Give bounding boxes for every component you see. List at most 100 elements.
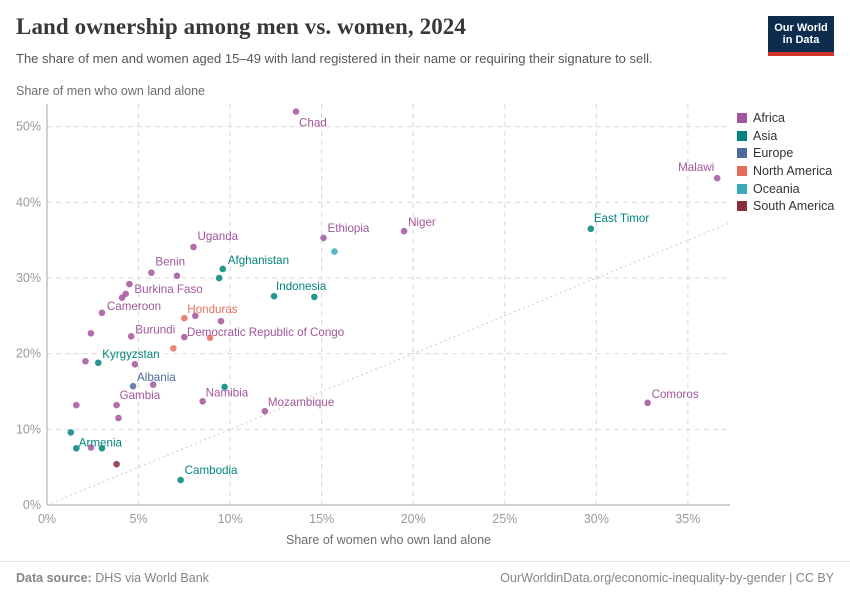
data-point[interactable] bbox=[292, 108, 300, 115]
gridlines bbox=[47, 104, 730, 505]
data-point[interactable] bbox=[94, 359, 102, 367]
legend-label: South America bbox=[753, 199, 835, 214]
x-tick-label: 5% bbox=[130, 512, 148, 526]
legend-swatch bbox=[737, 201, 747, 212]
point-label: Honduras bbox=[187, 303, 237, 316]
legend-swatch bbox=[737, 183, 747, 194]
data-points bbox=[67, 108, 721, 484]
data-point[interactable] bbox=[115, 414, 122, 422]
axes bbox=[46, 104, 730, 506]
data-point[interactable] bbox=[173, 272, 181, 280]
data-point[interactable] bbox=[199, 398, 206, 405]
data-point[interactable] bbox=[270, 292, 278, 300]
y-tick-label: 20% bbox=[16, 347, 41, 361]
point-label: Kyrgyzstan bbox=[102, 348, 159, 361]
data-point[interactable] bbox=[587, 225, 595, 233]
data-point[interactable] bbox=[126, 280, 133, 288]
data-point[interactable] bbox=[190, 243, 197, 251]
data-point[interactable] bbox=[149, 381, 157, 389]
data-point[interactable] bbox=[320, 234, 327, 242]
legend-swatch bbox=[737, 112, 747, 123]
data-point[interactable] bbox=[113, 401, 120, 409]
data-point[interactable] bbox=[118, 294, 126, 301]
legend-item-north-america[interactable]: North America bbox=[737, 162, 834, 180]
y-tick-label: 10% bbox=[16, 422, 41, 436]
legend-item-asia[interactable]: Asia bbox=[737, 127, 834, 145]
data-point[interactable] bbox=[181, 333, 188, 341]
point-label: Comoros bbox=[652, 388, 699, 401]
data-point[interactable] bbox=[331, 248, 338, 255]
data-point[interactable] bbox=[72, 444, 80, 452]
legend-swatch bbox=[737, 130, 747, 141]
x-tick-label: 25% bbox=[492, 512, 517, 526]
data-point[interactable] bbox=[644, 399, 651, 407]
point-label: Gambia bbox=[120, 389, 161, 402]
credit-link[interactable]: OurWorldinData.org/economic-inequality-b… bbox=[500, 571, 834, 585]
data-point[interactable] bbox=[98, 309, 106, 317]
data-point[interactable] bbox=[72, 401, 80, 409]
data-source: Data source: DHS via World Bank bbox=[16, 571, 209, 585]
x-tick-label: 10% bbox=[218, 512, 243, 526]
legend-item-europe[interactable]: Europe bbox=[737, 144, 834, 162]
point-label: Burkina Faso bbox=[134, 283, 202, 296]
x-tick-label: 20% bbox=[401, 512, 426, 526]
y-tick-label: 40% bbox=[16, 195, 41, 209]
point-label: Chad bbox=[299, 117, 327, 130]
data-point[interactable] bbox=[113, 460, 120, 468]
point-label: Namibia bbox=[206, 386, 249, 399]
data-point[interactable] bbox=[215, 274, 223, 282]
x-tick-label: 30% bbox=[584, 512, 609, 526]
data-point[interactable] bbox=[206, 334, 214, 342]
y-tick-label: 0% bbox=[23, 498, 41, 512]
data-point[interactable] bbox=[219, 265, 227, 273]
data-point[interactable] bbox=[131, 360, 139, 368]
data-point[interactable] bbox=[221, 383, 228, 391]
owid-logo-line1: Our World bbox=[774, 21, 828, 34]
point-label: Democratic Republic of Congo bbox=[187, 326, 344, 339]
data-point[interactable] bbox=[311, 293, 318, 301]
legend-item-oceania[interactable]: Oceania bbox=[737, 180, 834, 198]
data-point[interactable] bbox=[713, 174, 721, 182]
point-label: Cameroon bbox=[107, 300, 161, 313]
data-point[interactable] bbox=[87, 329, 95, 337]
legend-label: Europe bbox=[753, 146, 794, 161]
y-tick-label: 30% bbox=[16, 271, 41, 285]
x-axis-title: Share of women who own land alone bbox=[286, 533, 491, 547]
data-point[interactable] bbox=[148, 269, 155, 277]
data-point[interactable] bbox=[217, 317, 225, 325]
legend-label: Africa bbox=[753, 110, 785, 125]
point-label: Afghanistan bbox=[228, 254, 289, 267]
axis-tick-labels: 0% 5% 10% 15% 20% 25% 30% 35% 0% 10% 20% 30% 40% 50% bbox=[16, 120, 700, 526]
legend-swatch bbox=[737, 148, 747, 159]
data-point[interactable] bbox=[82, 357, 89, 365]
point-label: Benin bbox=[155, 256, 185, 269]
data-source-value: DHS via World Bank bbox=[91, 571, 209, 585]
y-tick-label: 50% bbox=[16, 120, 41, 134]
legend-item-africa[interactable]: Africa bbox=[737, 109, 834, 127]
legend-label: North America bbox=[753, 163, 833, 178]
x-tick-label: 0% bbox=[38, 512, 56, 526]
data-point[interactable] bbox=[127, 332, 135, 340]
parity-line bbox=[46, 222, 731, 506]
point-label: Armenia bbox=[79, 436, 123, 449]
data-point[interactable] bbox=[170, 345, 177, 352]
point-label: Malawi bbox=[678, 161, 714, 174]
point-labels: Chad Malawi Niger East Timor Ethiopia Uganda B… bbox=[79, 117, 714, 477]
data-point[interactable] bbox=[87, 444, 95, 451]
legend-item-south-america[interactable]: South America bbox=[737, 197, 834, 215]
data-point[interactable] bbox=[181, 314, 188, 322]
data-point[interactable] bbox=[98, 444, 106, 452]
legend-label: Oceania bbox=[753, 181, 800, 196]
owid-logo[interactable]: Our World in Data bbox=[768, 16, 834, 56]
point-label: Cambodia bbox=[185, 464, 238, 477]
data-point[interactable] bbox=[177, 476, 184, 484]
data-point[interactable] bbox=[192, 312, 199, 320]
x-tick-label: 35% bbox=[675, 512, 700, 526]
owid-logo-line2: in Data bbox=[782, 34, 820, 46]
data-point[interactable] bbox=[129, 382, 137, 390]
data-point[interactable] bbox=[400, 227, 408, 235]
data-point[interactable] bbox=[67, 429, 75, 436]
data-point[interactable] bbox=[261, 407, 269, 415]
point-label: Indonesia bbox=[276, 280, 327, 293]
legend-swatch bbox=[737, 165, 747, 176]
